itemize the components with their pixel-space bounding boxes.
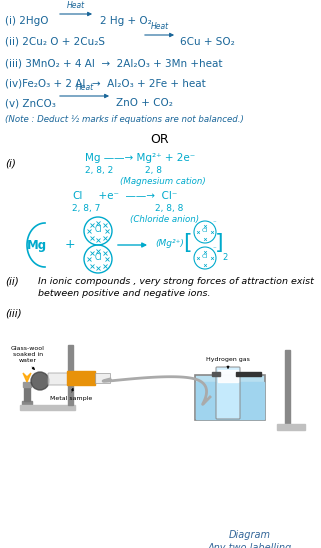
- Text: ZnO + CO₂: ZnO + CO₂: [116, 98, 173, 108]
- Text: 2, 8, 2: 2, 8, 2: [85, 166, 113, 175]
- Text: between positive and negative ions.: between positive and negative ions.: [38, 289, 211, 298]
- Text: (Chloride anion): (Chloride anion): [130, 215, 199, 224]
- Text: (ii) 2Cu₂ O + 2Cu₂S: (ii) 2Cu₂ O + 2Cu₂S: [5, 37, 105, 47]
- Text: In ionic compounds , very strong forces of attraction exist: In ionic compounds , very strong forces …: [38, 277, 314, 286]
- Bar: [22, 401, 32, 405]
- Bar: [20, 405, 75, 410]
- Bar: [277, 424, 305, 430]
- Text: 2, 8, 7: 2, 8, 7: [72, 204, 100, 213]
- Text: Diagram: Diagram: [229, 530, 271, 540]
- Text: ⁻: ⁻: [213, 220, 217, 226]
- Text: (v) ZnCO₃: (v) ZnCO₃: [5, 98, 56, 108]
- Text: 2, 8: 2, 8: [145, 166, 162, 175]
- Text: +e⁻  ——→  Cl⁻: +e⁻ ——→ Cl⁻: [92, 191, 178, 201]
- FancyBboxPatch shape: [216, 367, 240, 419]
- Bar: [212, 372, 220, 376]
- Text: (iv)Fe₂O₃ + 2 Al  →  Al₂O₃ + 2Fe + heat: (iv)Fe₂O₃ + 2 Al → Al₂O₃ + 2Fe + heat: [5, 78, 206, 88]
- Text: +: +: [65, 238, 75, 252]
- Text: (i) 2HgO: (i) 2HgO: [5, 16, 48, 26]
- Text: Cl: Cl: [94, 225, 102, 234]
- Text: Mg ——→ Mg²⁺ + 2e⁻: Mg ——→ Mg²⁺ + 2e⁻: [85, 153, 195, 163]
- Text: Heat: Heat: [75, 83, 93, 92]
- Circle shape: [31, 372, 49, 390]
- Text: [: [: [183, 233, 191, 253]
- Text: Cl: Cl: [202, 254, 208, 260]
- Text: (Magnesium cation): (Magnesium cation): [120, 177, 206, 186]
- Text: (ii): (ii): [5, 277, 19, 287]
- Bar: [236, 372, 261, 376]
- Text: OR: OR: [151, 133, 169, 146]
- Text: ]: ]: [215, 233, 223, 253]
- FancyBboxPatch shape: [48, 373, 68, 385]
- Text: Cl: Cl: [72, 191, 82, 201]
- Bar: [95, 373, 110, 383]
- Text: 6Cu + SO₂: 6Cu + SO₂: [180, 37, 235, 47]
- Text: Metal sample: Metal sample: [50, 396, 92, 401]
- Text: (Note : Deduct ½ marks if equations are not balanced.): (Note : Deduct ½ marks if equations are …: [5, 115, 244, 124]
- Bar: [24, 387, 30, 401]
- Bar: [196, 382, 264, 419]
- Polygon shape: [23, 373, 31, 382]
- FancyBboxPatch shape: [195, 375, 265, 420]
- Bar: [285, 350, 290, 425]
- Text: Cl: Cl: [94, 253, 102, 262]
- Bar: [67, 371, 95, 385]
- Bar: [218, 370, 238, 382]
- Text: ⁻: ⁻: [213, 246, 217, 252]
- Text: 2: 2: [222, 253, 228, 261]
- Text: (Mg²⁺): (Mg²⁺): [155, 238, 184, 248]
- Text: 2, 8, 8: 2, 8, 8: [155, 204, 183, 213]
- Text: Cl: Cl: [202, 229, 208, 233]
- Text: Hydrogen gas: Hydrogen gas: [206, 357, 250, 362]
- Text: (iii): (iii): [5, 309, 22, 319]
- Text: (i): (i): [5, 158, 16, 168]
- Text: Heat: Heat: [67, 1, 85, 10]
- Text: (iii) 3MnO₂ + 4 Al  →  2Al₂O₃ + 3Mn +heat: (iii) 3MnO₂ + 4 Al → 2Al₂O₃ + 3Mn +heat: [5, 58, 222, 68]
- Bar: [23, 382, 31, 387]
- Text: Heat: Heat: [151, 22, 169, 31]
- Text: Any two labelling: Any two labelling: [208, 543, 292, 548]
- Text: Mg: Mg: [27, 238, 47, 252]
- Text: Glass-wool
soaked in
water: Glass-wool soaked in water: [11, 346, 45, 363]
- Bar: [68, 345, 73, 405]
- Text: 2 Hg + O₂: 2 Hg + O₂: [100, 16, 152, 26]
